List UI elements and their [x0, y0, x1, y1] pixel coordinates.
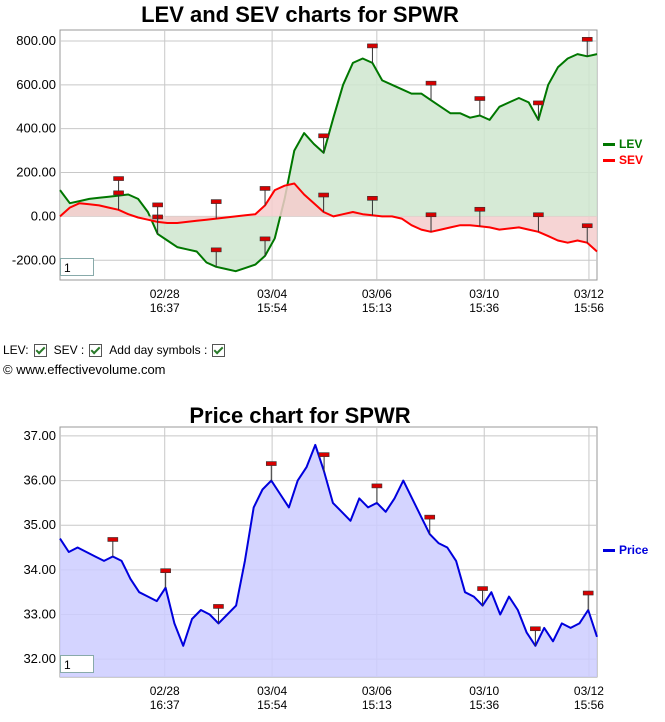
lev-swatch: [603, 142, 615, 146]
x-tick-date: 03/12: [574, 287, 604, 301]
day-symbol-flag: [424, 514, 436, 520]
x-tick-date: 03/12: [574, 684, 604, 698]
legend-item-sev: SEV: [603, 153, 643, 167]
sev-toggle-label: SEV :: [53, 343, 85, 357]
y-tick-label: 35.00: [23, 517, 56, 532]
day-symbol-flag: [318, 133, 329, 139]
day-symbol-flag: [210, 199, 222, 204]
sev-swatch: [603, 158, 615, 162]
day-symbol-flag: [477, 586, 488, 591]
day-symbol-flag: [259, 186, 271, 191]
day-symbol-flag: [213, 604, 224, 609]
day-symbols-checkbox[interactable]: [212, 343, 226, 357]
x-tick-time: 15:56: [574, 301, 604, 315]
legend-label-lev: LEV: [619, 137, 643, 151]
price-legend: Price: [603, 543, 648, 559]
y-tick-label: -200.00: [12, 252, 56, 267]
y-tick-label: 200.00: [16, 165, 56, 180]
day-symbol-flag: [160, 568, 171, 574]
series-line-price: [59, 443, 598, 647]
y-tick-label: 400.00: [16, 121, 56, 136]
x-tick-date: 03/04: [257, 684, 287, 698]
lev-sev-chart-title: LEV and SEV charts for SPWR: [141, 2, 459, 27]
y-tick-label: 37.00: [23, 428, 56, 443]
day-symbols-label: Add day symbols :: [109, 343, 208, 357]
day-symbol-flag: [582, 590, 594, 596]
legend-item-price: Price: [603, 543, 648, 557]
y-tick-label: 800.00: [16, 33, 56, 48]
x-tick-date: 03/10: [469, 287, 499, 301]
y-tick-label: 34.00: [23, 562, 56, 577]
y-tick-label: 0.00: [31, 208, 56, 223]
copyright-text: © www.effectivevolume.com: [3, 362, 166, 377]
legend-label-sev: SEV: [619, 153, 644, 167]
series-area-price: [60, 444, 597, 677]
day-symbol-flag: [152, 202, 163, 208]
day-symbol-flag: [581, 37, 593, 42]
lev-sev-chart: 800.00 600.00 400.00 200.00 0.00 -200.00 02/28…: [12, 29, 604, 315]
price-chart-title: Price chart for SPWR: [189, 403, 411, 428]
day-symbol-flag: [474, 206, 486, 212]
lev-sev-legend: LEV SEV: [603, 137, 643, 169]
price-swatch: [603, 548, 615, 552]
day-symbol-flag: [530, 626, 541, 632]
day-symbol-flag: [533, 100, 544, 106]
x-tick-time: 15:13: [362, 698, 392, 712]
legend-label-price: Price: [619, 543, 649, 557]
x-tick-time: 15:36: [469, 698, 499, 712]
day-symbol-flag: [474, 96, 486, 101]
x-tick-time: 15:54: [257, 698, 287, 712]
series-area-sev: [60, 183, 597, 252]
day-symbol-flag: [259, 236, 271, 242]
lev-sev-zoom-input[interactable]: 1: [60, 258, 94, 276]
x-tick-date: 03/10: [469, 684, 499, 698]
day-symbol-flag: [367, 196, 378, 201]
x-tick-date: 02/28: [150, 684, 180, 698]
chart-controls: LEV: SEV : Add day symbols :: [3, 343, 229, 357]
x-tick-date: 03/06: [362, 287, 392, 301]
x-tick-date: 02/28: [150, 287, 180, 301]
sev-checkbox[interactable]: [89, 343, 103, 357]
day-symbol-flag: [265, 461, 277, 466]
day-symbol-flag: [107, 537, 119, 542]
x-tick-time: 15:56: [574, 698, 604, 712]
day-symbol-flag: [371, 483, 383, 489]
lev-checkbox[interactable]: [33, 343, 47, 357]
y-tick-label: 600.00: [16, 77, 56, 92]
series-line-sev: [59, 182, 598, 253]
price-chart: 37.00 36.00 35.00 34.00 33.00 32.00 02/2816:37…: [23, 426, 604, 712]
x-tick-date: 03/06: [362, 684, 392, 698]
x-tick-time: 16:37: [150, 301, 180, 315]
y-tick-label: 32.00: [23, 651, 56, 666]
day-symbol-flag: [533, 212, 544, 218]
x-tick-time: 15:36: [469, 301, 499, 315]
lev-toggle-label: LEV:: [3, 343, 29, 357]
day-symbol-flag: [425, 212, 437, 218]
day-symbol-flag: [581, 223, 593, 229]
y-tick-label: 33.00: [23, 607, 56, 622]
x-tick-time: 15:54: [257, 301, 287, 315]
legend-item-lev: LEV: [603, 137, 643, 151]
day-symbol-flag: [425, 80, 437, 86]
day-symbol-flag: [367, 43, 378, 49]
x-tick-time: 16:37: [150, 698, 180, 712]
day-symbol-flag: [318, 192, 329, 198]
day-symbol-flag: [210, 247, 222, 253]
day-symbol-flag: [318, 452, 330, 457]
x-tick-date: 03/04: [257, 287, 287, 301]
price-zoom-input[interactable]: 1: [60, 655, 94, 673]
y-tick-label: 36.00: [23, 473, 56, 488]
x-tick-time: 15:13: [362, 301, 392, 315]
day-symbol-flag: [113, 190, 124, 196]
day-symbol-flag: [113, 176, 124, 181]
